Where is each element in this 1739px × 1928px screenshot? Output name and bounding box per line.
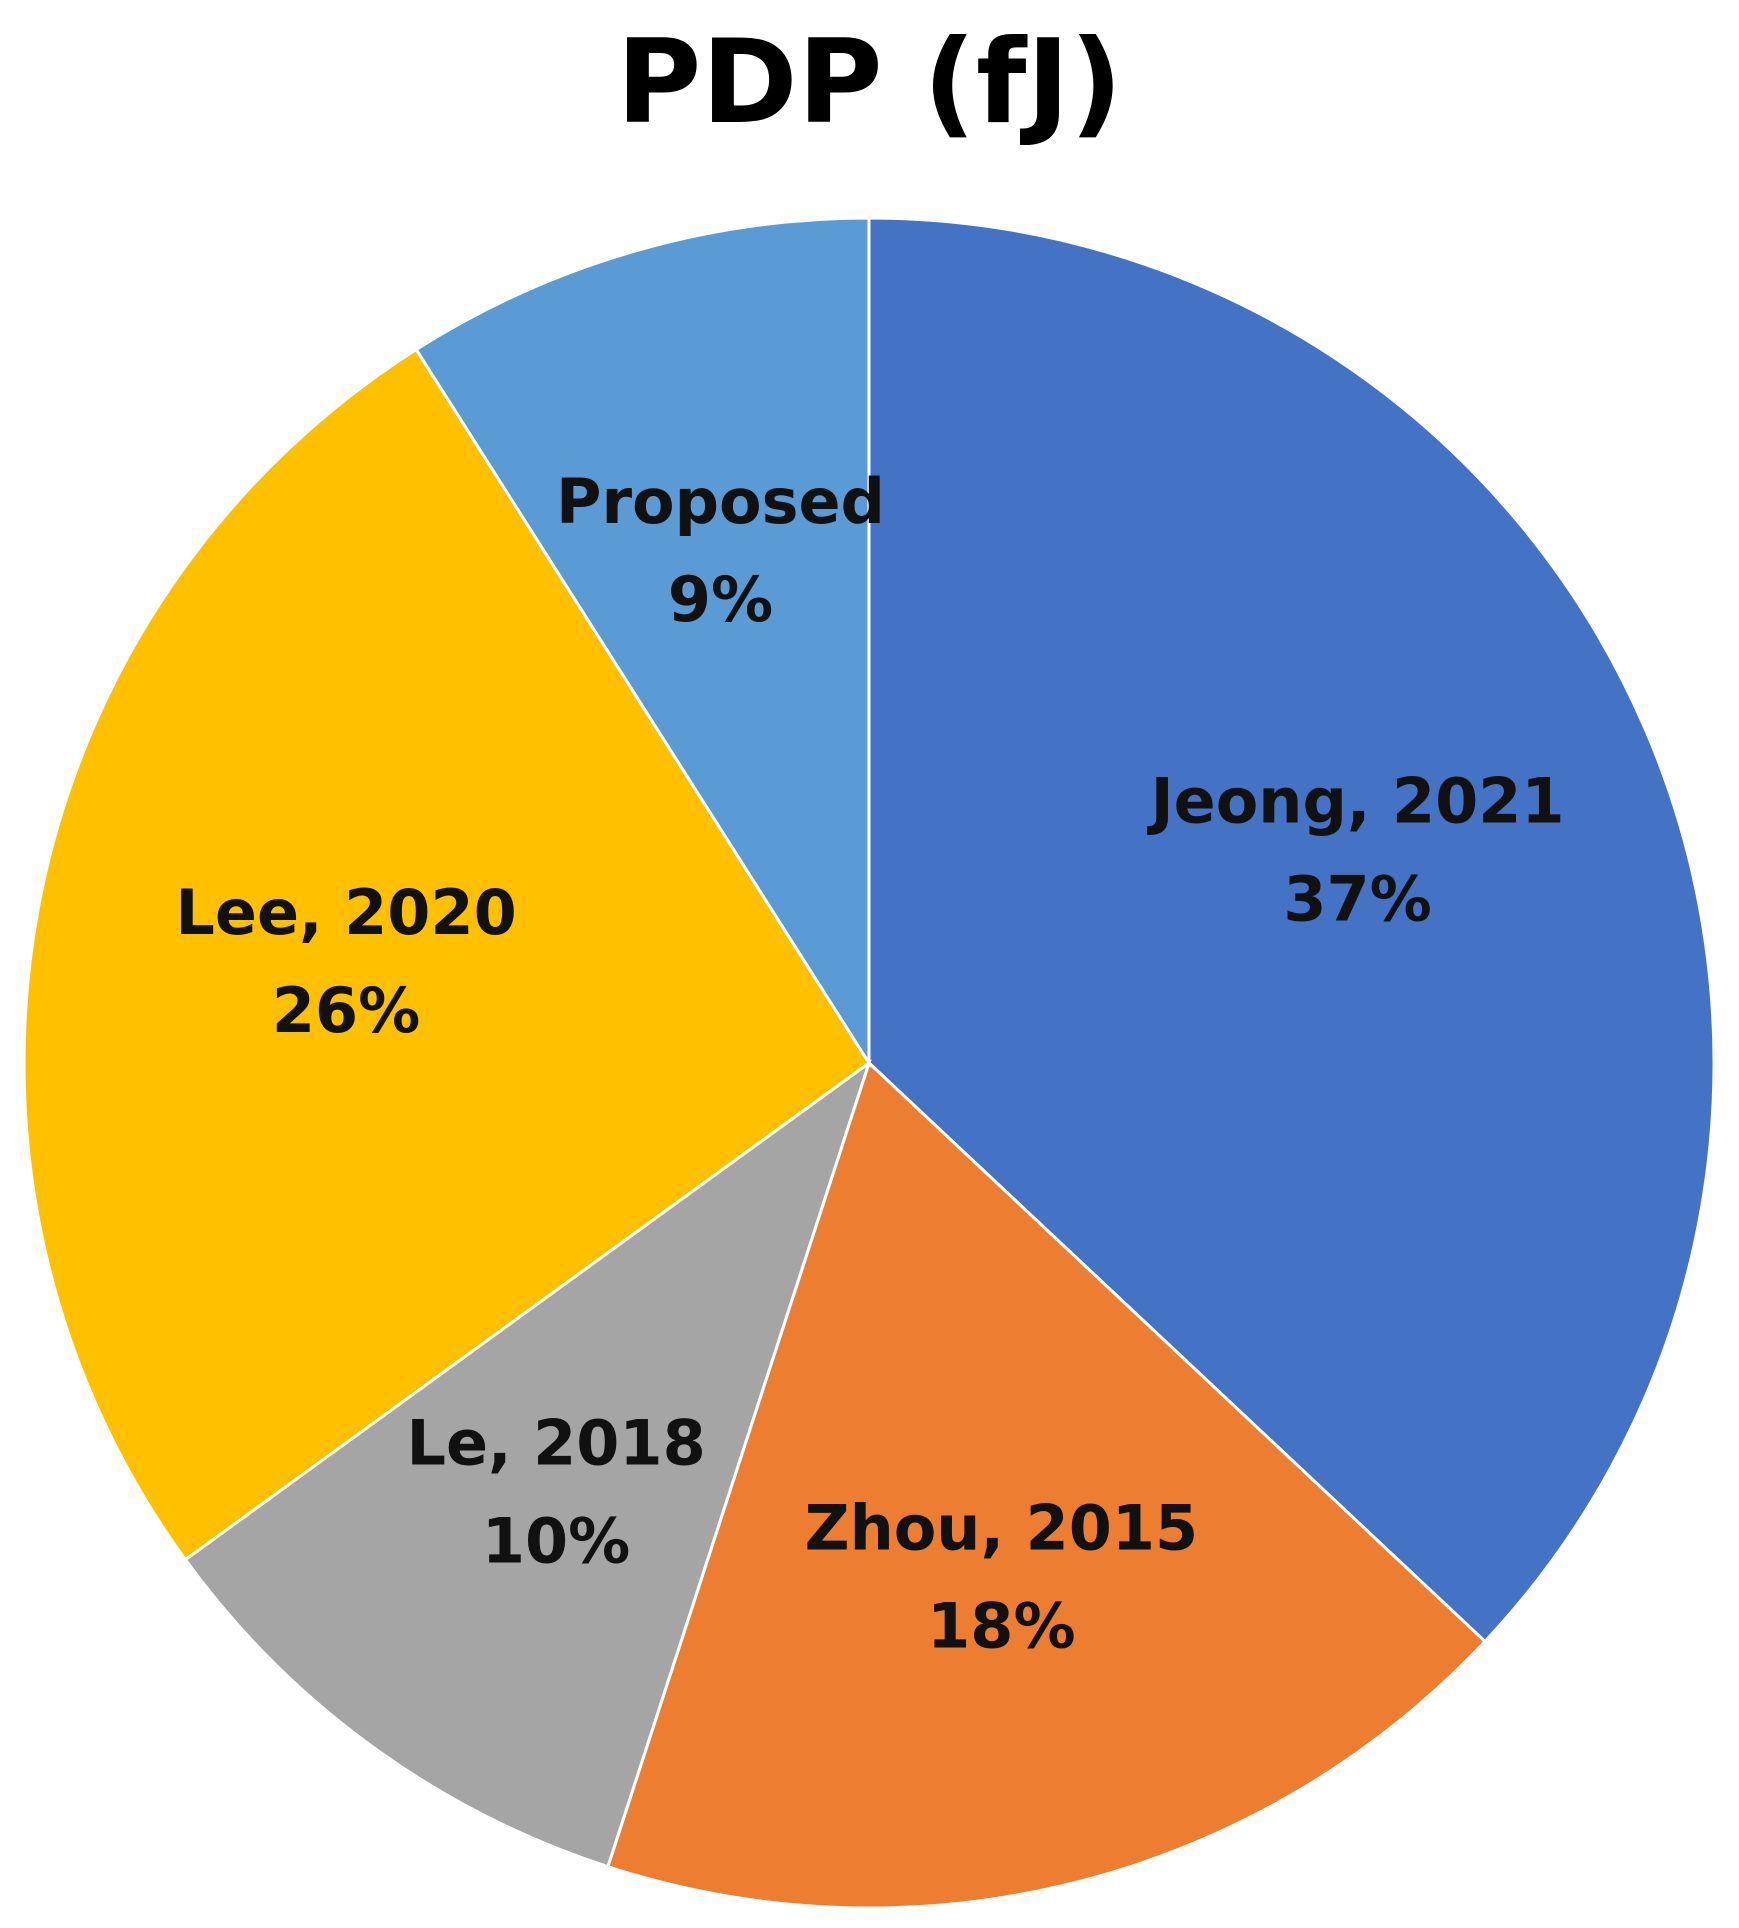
slice-percent-label: 18% (927, 1590, 1075, 1663)
slice-category-label: Lee, 2020 (175, 876, 516, 949)
slice-percent-label: 9% (668, 563, 773, 636)
pie-labels: Jeong, 2021 37% Zhou, 2015 18% Le, 2018 10% Le… (175, 465, 1564, 1663)
slice-percent-label: 37% (1283, 863, 1431, 936)
pie-slices (22, 216, 1716, 1910)
chart-title: PDP (fJ) (616, 15, 1123, 150)
pie-slice-jeong-2021 (867, 216, 1716, 1644)
slice-category-label: Jeong, 2021 (1147, 765, 1565, 838)
slice-category-label: Le, 2018 (406, 1407, 705, 1480)
slice-percent-label: 26% (272, 974, 420, 1047)
slice-category-label: Zhou, 2015 (805, 1492, 1199, 1565)
pie-slice-proposed (414, 216, 871, 1069)
pie-slice-le-2018 (183, 1059, 872, 1869)
pie-slice-zhou-2015 (605, 1060, 1488, 1910)
slice-category-label: Proposed (556, 465, 885, 538)
pie-slice-lee-2020 (22, 347, 872, 1562)
slice-percent-label: 10% (482, 1505, 630, 1578)
